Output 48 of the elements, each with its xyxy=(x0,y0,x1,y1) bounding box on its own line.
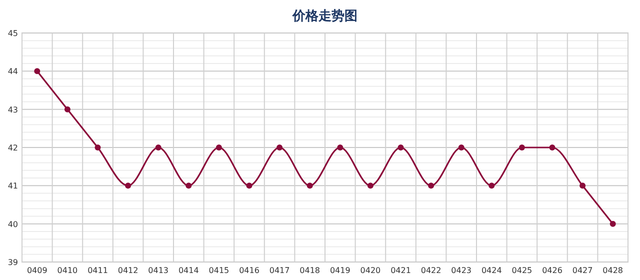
point xyxy=(549,144,556,150)
point xyxy=(64,106,70,112)
point xyxy=(458,144,464,150)
point xyxy=(428,182,434,189)
chart-title: 价格走势图 xyxy=(292,8,358,24)
point xyxy=(246,182,252,189)
x-tick-label: 0427 xyxy=(572,266,593,275)
x-tick-label: 0424 xyxy=(481,266,502,275)
y-tick-label: 41 xyxy=(8,182,18,191)
x-tick-label: 0419 xyxy=(330,266,350,275)
x-tick-label: 0421 xyxy=(390,266,411,275)
x-tick-label: 0415 xyxy=(208,266,230,275)
point xyxy=(398,144,404,150)
x-tick-label: 0425 xyxy=(512,266,532,275)
x-tick-label: 0418 xyxy=(300,266,320,275)
point xyxy=(580,182,586,189)
x-tick-label: 0423 xyxy=(451,266,472,275)
x-tick-label: 0417 xyxy=(269,266,290,275)
x-tick-label: 0411 xyxy=(88,266,108,275)
x-tick-label: 0412 xyxy=(118,266,138,275)
point xyxy=(125,182,132,189)
x-tick-label: 0426 xyxy=(542,266,562,275)
point xyxy=(276,144,283,150)
x-tick-label: 0414 xyxy=(178,266,199,275)
y-tick-label: 42 xyxy=(8,144,18,152)
point xyxy=(306,182,313,189)
y-tick-label: 45 xyxy=(8,29,18,38)
y-tick-label: 40 xyxy=(8,220,18,229)
x-tick-label: 0409 xyxy=(26,266,48,275)
point xyxy=(216,144,222,150)
point xyxy=(518,144,525,150)
x-tick-label: 0413 xyxy=(148,266,169,275)
point xyxy=(186,182,192,189)
point xyxy=(488,182,495,189)
point xyxy=(34,68,40,74)
x-tick-label: 0416 xyxy=(239,266,260,275)
point xyxy=(337,144,344,150)
x-tick-label: 0420 xyxy=(360,266,381,275)
y-tick-label: 43 xyxy=(8,105,18,114)
x-tick-label: 0428 xyxy=(602,266,624,275)
point xyxy=(610,220,616,227)
x-tick-label: 0410 xyxy=(57,266,78,275)
point xyxy=(367,182,374,189)
y-tick-label: 39 xyxy=(8,258,18,267)
x-tick-label: 0422 xyxy=(420,266,442,275)
point xyxy=(94,144,101,150)
y-tick-label: 44 xyxy=(8,67,18,76)
point xyxy=(155,144,162,150)
